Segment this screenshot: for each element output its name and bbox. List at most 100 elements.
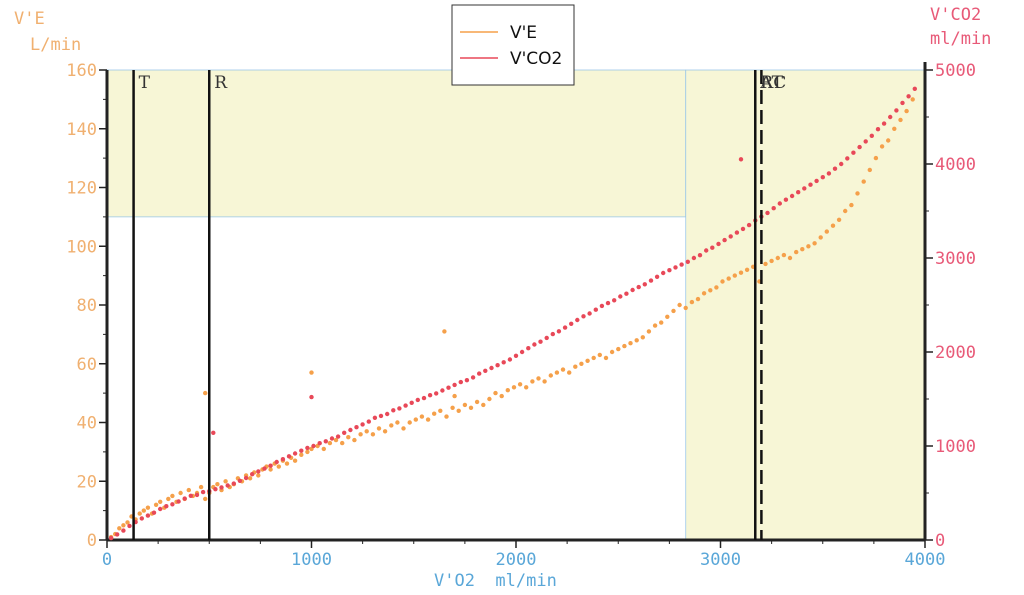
ve-point	[714, 285, 719, 290]
ve-point	[305, 449, 310, 455]
vco2-point	[170, 502, 175, 507]
ve-point	[493, 390, 498, 396]
vco2-point	[857, 144, 862, 150]
vco2-point	[642, 282, 647, 287]
vco2-point	[268, 463, 273, 468]
ve-point	[327, 440, 333, 446]
ve-point	[370, 432, 376, 437]
vco2-point	[421, 395, 427, 401]
ve-point	[806, 244, 811, 249]
ve-point	[203, 390, 208, 396]
vco2-point	[329, 436, 335, 441]
ve-point	[198, 484, 204, 490]
ve-point	[536, 376, 541, 381]
ve-point	[145, 505, 151, 510]
zone-0	[106, 69, 687, 218]
right-axis-unit: ml/min	[930, 29, 991, 49]
ve-point	[141, 508, 146, 513]
vco2-point	[593, 307, 598, 312]
left-tick-label-60: 60	[77, 355, 97, 375]
ve-point	[843, 208, 848, 214]
ve-point	[215, 482, 220, 487]
ve-point	[861, 179, 866, 184]
ve-point	[769, 258, 774, 264]
vco2-point	[900, 100, 905, 106]
x-tick-label-3000: 3000	[700, 550, 741, 570]
ve-point	[395, 420, 400, 425]
vco2-point	[777, 201, 782, 206]
vco2-point	[280, 457, 286, 462]
ve-point	[419, 414, 425, 419]
legend-box	[451, 4, 575, 86]
marker-label-r: R	[214, 73, 228, 93]
ve-point	[456, 408, 461, 413]
ve-point	[340, 440, 345, 446]
ve-point	[401, 426, 406, 431]
vco2-point	[188, 493, 193, 498]
ve-point	[744, 267, 750, 272]
vco2-point	[121, 528, 126, 533]
vco2-point	[569, 321, 574, 326]
ve-point	[800, 247, 805, 252]
ve-point	[474, 399, 480, 405]
ve-point	[364, 429, 369, 434]
vco2-point	[354, 425, 359, 430]
ve-point	[166, 496, 171, 502]
ve-point	[812, 241, 817, 246]
ve-point	[450, 405, 455, 410]
ve-point	[407, 420, 412, 425]
left-tick-label-0: 0	[87, 531, 97, 551]
ve-point	[634, 338, 639, 343]
vco2-point	[403, 403, 408, 408]
right-axis-title: V'CO2	[930, 5, 981, 25]
vco2-point	[832, 166, 838, 171]
ve-point	[652, 323, 658, 328]
vco2-point	[654, 274, 660, 279]
vco2-point	[912, 86, 917, 92]
vco2-point	[814, 178, 819, 184]
left-tick-label-20: 20	[77, 472, 97, 492]
ve-point	[346, 435, 351, 440]
vco2-point	[200, 489, 206, 495]
ve-point	[855, 191, 860, 196]
ve-point	[178, 490, 183, 496]
vco2-point	[673, 265, 678, 270]
vco2-point	[507, 357, 513, 362]
vco2-point	[262, 466, 267, 471]
legend: V'E V'CO2	[451, 4, 575, 86]
vco2-point	[691, 255, 697, 261]
vco2-point	[127, 523, 132, 529]
vco2-point	[243, 475, 249, 481]
vco2-point	[685, 259, 690, 264]
vco2-point	[372, 415, 378, 420]
vco2-point	[342, 430, 347, 435]
vco2-point	[470, 375, 476, 380]
vco2-point	[164, 504, 169, 509]
ve-point	[186, 487, 191, 493]
vco2-point	[802, 186, 807, 191]
ve-point	[849, 202, 854, 208]
vco2-point	[532, 342, 537, 347]
ve-point	[481, 402, 486, 408]
vco2-point	[863, 139, 868, 144]
left-tick-label-100: 100	[66, 237, 97, 257]
vco2-point	[771, 206, 776, 211]
vco2-point	[348, 427, 353, 433]
vco2-point	[906, 94, 911, 99]
vco2-point	[317, 441, 322, 446]
ve-point	[579, 361, 584, 366]
ve-point	[223, 479, 228, 484]
vco2-point	[477, 371, 482, 376]
ve-point	[898, 117, 903, 123]
vco2-point	[151, 510, 157, 515]
ve-point	[726, 276, 731, 281]
ve-point	[376, 426, 382, 431]
vco2-point	[679, 262, 684, 267]
vco2-point	[538, 339, 543, 344]
vco2-point	[575, 317, 580, 323]
x-tick-label-1000: 1000	[291, 550, 332, 570]
ve-point	[203, 496, 208, 502]
vco2-point	[139, 516, 144, 521]
vco2-point	[489, 365, 494, 371]
left-axis: 0 20 40 60 80 100 120 140 160	[66, 61, 109, 551]
